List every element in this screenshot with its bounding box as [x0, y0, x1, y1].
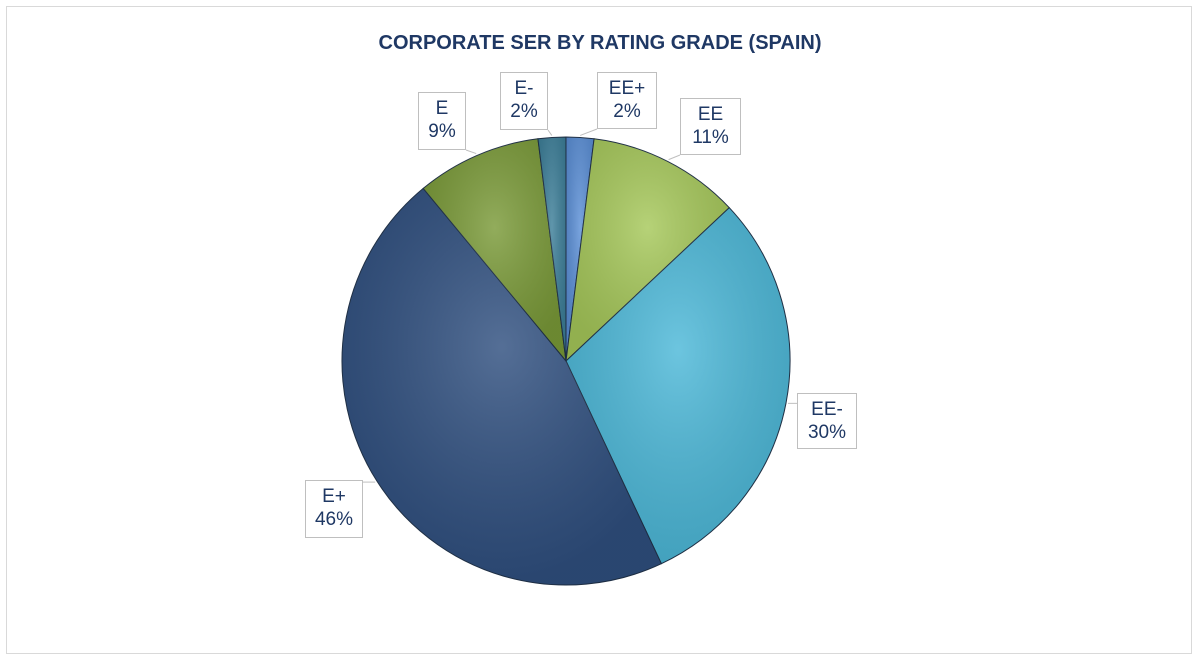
slice-shading	[566, 207, 791, 564]
data-label-EE-: EE- 30%	[797, 393, 857, 449]
slice-shading	[423, 138, 566, 361]
leader-line	[668, 154, 681, 161]
data-label-E-: E- 2%	[500, 72, 548, 130]
slice-shading	[566, 138, 730, 361]
data-label-EE: EE 11%	[680, 98, 741, 155]
data-label-value: 9%	[428, 121, 456, 142]
data-label-EE+: EE+ 2%	[597, 72, 657, 129]
data-label-E: E 9%	[418, 92, 466, 150]
data-label-category: EE-	[811, 399, 843, 420]
leader-line	[580, 128, 598, 136]
chart-title: CORPORATE SER BY RATING GRADE (SPAIN)	[378, 32, 822, 54]
chart-frame	[6, 6, 1192, 654]
data-label-value: 11%	[692, 127, 729, 148]
data-label-value: 30%	[807, 422, 847, 443]
data-label-category: E+	[322, 486, 346, 507]
leader-line	[547, 129, 553, 136]
data-label-category: E-	[514, 78, 534, 99]
data-label-category: E	[435, 98, 449, 119]
data-label-value: 46%	[314, 509, 354, 530]
leader-line	[465, 149, 477, 155]
data-label-category: EE+	[608, 78, 646, 99]
data-label-category: EE	[697, 104, 724, 125]
data-label-value: 2%	[510, 101, 538, 122]
data-label-E+: E+ 46%	[305, 480, 363, 538]
slice-shading	[537, 137, 566, 361]
data-label-value: 2%	[613, 101, 641, 122]
slice-shading	[341, 188, 662, 586]
